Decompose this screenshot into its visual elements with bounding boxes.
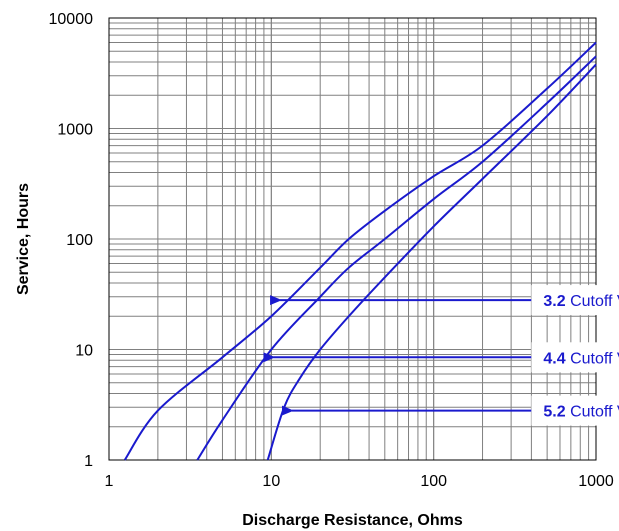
x-tick-label: 100	[420, 473, 447, 490]
annotation-cutoff-text: Cutoff Voltage	[566, 350, 619, 367]
annotation-cutoff-text: Cutoff Voltage	[566, 404, 619, 421]
plot-frame	[108, 17, 597, 461]
x-tick-label: 10	[262, 473, 280, 490]
annotation-cutoff-text: Cutoff Voltage	[566, 293, 619, 310]
y-tick-label: 100	[66, 232, 93, 249]
annotation-cutoff-value: 3.2	[543, 293, 565, 310]
y-tick-label: 10000	[49, 11, 94, 28]
series-line-5.2	[266, 63, 597, 461]
series-line-4.4	[196, 55, 597, 461]
series-line-3.2	[123, 41, 597, 461]
annotation-layer: 3.2 Cutoff Voltage4.4 Cutoff Voltage5.2 …	[263, 285, 619, 426]
grid-lines	[108, 17, 597, 461]
y-tick-label: 1000	[57, 122, 93, 139]
annotation-label: 3.2 Cutoff Voltage	[543, 293, 619, 310]
x-tick-label: 1	[105, 473, 114, 490]
tick-layer: 1 10 100 1000 1 10 100 1000 10000	[49, 11, 614, 490]
annotation-label: 4.4 Cutoff Voltage	[543, 350, 619, 367]
annotation-cutoff-value: 5.2	[543, 404, 565, 421]
annotation-box	[531, 342, 619, 373]
annotation-box	[531, 395, 619, 426]
x-axis-title: Discharge Resistance, Ohms	[242, 512, 463, 529]
annotation-box	[531, 285, 619, 316]
x-tick-label: 1000	[578, 473, 614, 490]
annotation-cutoff-value: 4.4	[543, 350, 565, 367]
series-layer	[123, 41, 597, 461]
y-axis-title: Service, Hours	[15, 183, 32, 295]
y-tick-label: 1	[84, 453, 93, 470]
annotation-label: 5.2 Cutoff Voltage	[543, 404, 619, 421]
y-tick-label: 10	[75, 343, 93, 360]
